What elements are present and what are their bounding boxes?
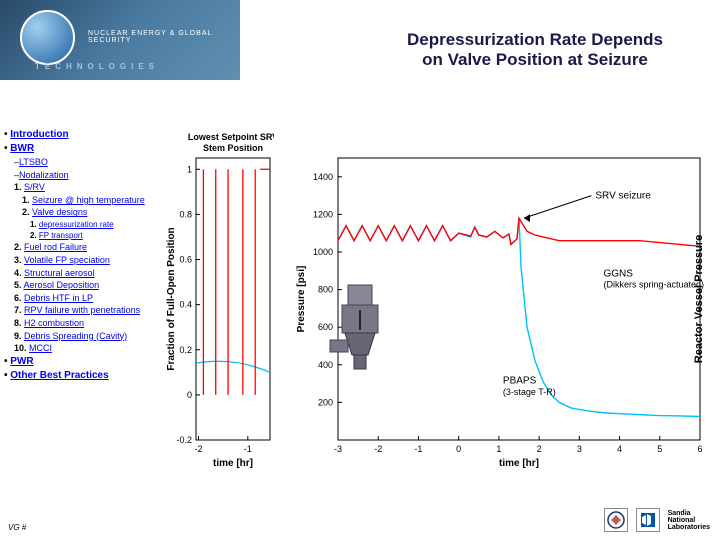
svg-text:3: 3 — [577, 444, 582, 454]
svg-text:Reactor Vessel Pressure: Reactor Vessel Pressure — [693, 235, 705, 363]
title-line-1: Depressurization Rate Depends — [407, 30, 663, 49]
nav-fuel-rod[interactable]: Fuel rod Failure — [24, 242, 87, 252]
nav-depress-rate[interactable]: depressurization rate — [39, 220, 114, 229]
sandia-text: SandiaNationalLaboratories — [668, 510, 710, 531]
svg-text:1000: 1000 — [313, 247, 333, 257]
svg-text:Stem Position: Stem Position — [203, 143, 263, 153]
nav-srv[interactable]: S/RV — [24, 182, 45, 192]
svg-text:1: 1 — [496, 444, 501, 454]
svg-text:1: 1 — [187, 164, 192, 174]
svg-text:Fraction of Full-Open Position: Fraction of Full-Open Position — [166, 227, 177, 370]
nav-other-best[interactable]: Other Best Practices — [10, 370, 108, 381]
banner-bottom-text: TECHNOLOGIES — [35, 62, 159, 71]
svg-text:-1: -1 — [414, 444, 422, 454]
svg-text:(3-stage T-R): (3-stage T-R) — [503, 387, 556, 397]
nav-volatile-fp[interactable]: Volatile FP speciation — [24, 255, 110, 265]
nav-pwr[interactable]: PWR — [10, 356, 33, 367]
svg-text:Lowest Setpoint SRV: Lowest Setpoint SRV — [188, 132, 274, 142]
svg-text:Pressure [psi]: Pressure [psi] — [296, 266, 307, 333]
title-line-2: on Valve Position at Seizure — [422, 50, 648, 69]
svg-text:GGNS: GGNS — [603, 268, 633, 279]
nav-aerosol-dep[interactable]: Aerosol Deposition — [24, 280, 100, 290]
svg-text:6: 6 — [697, 444, 702, 454]
svg-text:1400: 1400 — [313, 172, 333, 182]
nav-debris-htf[interactable]: Debris HTF in LP — [24, 293, 93, 303]
svg-text:5: 5 — [657, 444, 662, 454]
nav-structural-aerosol[interactable]: Structural aerosol — [24, 268, 95, 278]
svg-text:SRV seizure: SRV seizure — [595, 191, 651, 202]
svg-text:2: 2 — [537, 444, 542, 454]
svg-text:1200: 1200 — [313, 209, 333, 219]
svg-text:0.6: 0.6 — [179, 255, 192, 265]
svg-text:0.4: 0.4 — [179, 300, 192, 310]
nav-h2-combustion[interactable]: H2 combustion — [24, 318, 84, 328]
svg-text:200: 200 — [318, 397, 333, 407]
svg-text:time [hr]: time [hr] — [213, 458, 253, 469]
nav-fp-transport[interactable]: FP transport — [39, 231, 83, 240]
sidebar-nav: • Introduction • BWR –LTSBO –Nodalizatio… — [4, 128, 154, 383]
banner-globe-icon — [20, 10, 75, 65]
nav-ltsbo[interactable]: LTSBO — [19, 157, 48, 167]
svg-text:4: 4 — [617, 444, 622, 454]
banner-top-text: NUCLEAR ENERGY & GLOBAL SECURITY — [88, 30, 240, 44]
svg-text:0: 0 — [187, 390, 192, 400]
nav-valve-designs[interactable]: Valve designs — [32, 207, 87, 217]
svg-text:0.2: 0.2 — [179, 345, 192, 355]
header-banner: NUCLEAR ENERGY & GLOBAL SECURITY TECHNOL… — [0, 0, 240, 80]
svg-text:-1: -1 — [244, 444, 252, 454]
page-title: Depressurization Rate Depends on Valve P… — [380, 30, 690, 70]
svg-text:-2: -2 — [374, 444, 382, 454]
nav-mcci[interactable]: MCCI — [29, 343, 52, 353]
svg-text:-0.2: -0.2 — [176, 435, 192, 445]
svg-text:-2: -2 — [194, 444, 202, 454]
nav-debris-spreading[interactable]: Debris Spreading (Cavity) — [24, 331, 127, 341]
svg-text:PBAPS: PBAPS — [503, 376, 537, 387]
svg-text:0: 0 — [456, 444, 461, 454]
nav-bwr[interactable]: BWR — [10, 143, 34, 154]
nav-seizure[interactable]: Seizure @ high temperature — [32, 195, 145, 205]
dept-logo-icon — [604, 508, 628, 532]
footer-logos: SandiaNationalLaboratories — [604, 508, 710, 532]
nav-rpv-failure[interactable]: RPV failure with penetrations — [24, 305, 140, 315]
svg-text:-3: -3 — [334, 444, 342, 454]
svg-text:0.8: 0.8 — [179, 209, 192, 219]
nav-nodalization[interactable]: Nodalization — [19, 170, 69, 180]
svg-text:time [hr]: time [hr] — [499, 458, 539, 469]
vg-number: VG # — [8, 523, 26, 532]
valve-graphic-icon — [320, 280, 400, 370]
svg-text:(Dikkers spring-actuated): (Dikkers spring-actuated) — [603, 280, 704, 290]
left-chart: Lowest Setpoint SRVStem Position -0.2 0 0.2… — [162, 130, 274, 470]
nav-introduction[interactable]: Introduction — [10, 129, 68, 140]
sandia-logo-icon — [636, 508, 660, 532]
